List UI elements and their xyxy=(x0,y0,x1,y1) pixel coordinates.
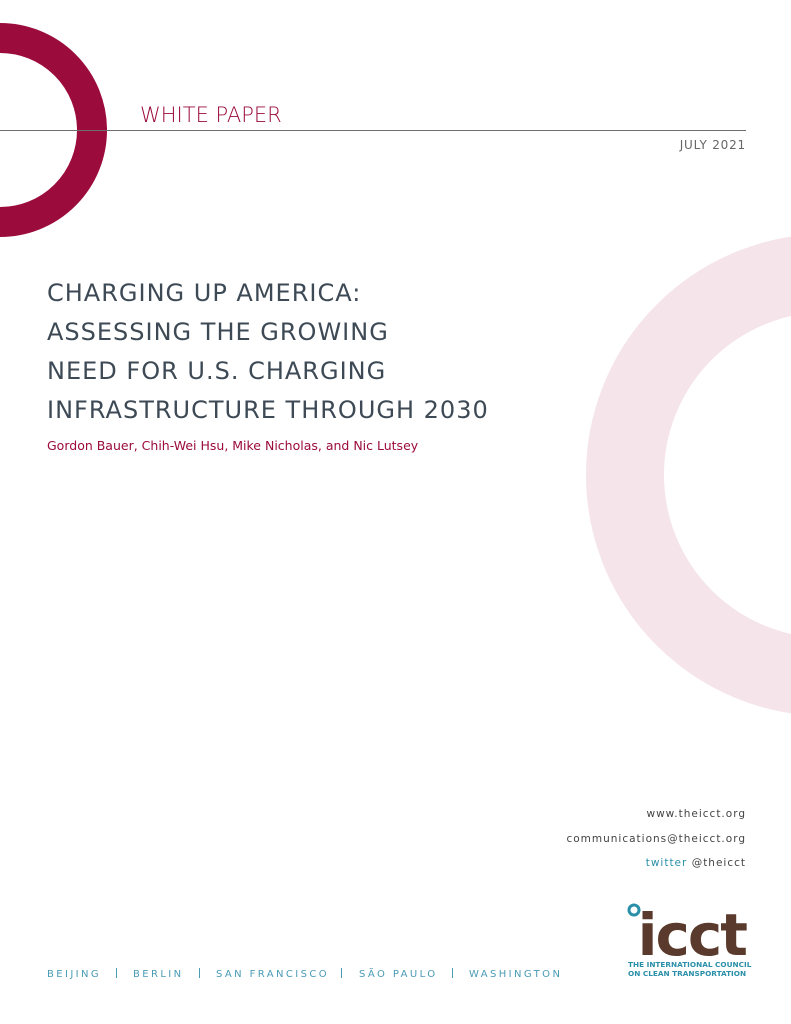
logo-dot xyxy=(627,903,641,917)
title-line: CHARGING UP AMERICA: xyxy=(47,279,361,307)
office: WASHINGTON xyxy=(469,969,562,980)
title-line: INFRASTRUCTURE THROUGH 2030 xyxy=(47,396,489,424)
twitter: twitter @theicct xyxy=(646,857,746,869)
website: www.theicct.org xyxy=(646,808,746,820)
office: BEIJING xyxy=(47,969,101,980)
office: BERLIN xyxy=(133,969,184,980)
date: JULY 2021 xyxy=(679,138,746,152)
twitter-handle: @theicct xyxy=(692,857,746,869)
logo-line: ON CLEAN TRANSPORTATION xyxy=(628,969,746,978)
title-line: NEED FOR U.S. CHARGING xyxy=(47,357,386,385)
contact: www.theicct.org communications@theicct.o… xyxy=(566,808,746,869)
title-line: ASSESSING THE GROWING xyxy=(47,318,389,346)
title: CHARGING UP AMERICA: ASSESSING THE GROWI… xyxy=(47,279,489,424)
logo-mark: icct xyxy=(638,901,748,969)
email: communications@theicct.org xyxy=(566,833,746,845)
office: SÃO PAULO xyxy=(359,967,438,980)
authors: Gordon Bauer, Chih-Wei Hsu, Mike Nichola… xyxy=(47,438,419,453)
twitter-label: twitter xyxy=(646,857,688,869)
pink-ring xyxy=(586,236,791,714)
logo-line: THE INTERNATIONAL COUNCIL xyxy=(628,960,752,969)
doc-type: WHITE PAPER xyxy=(140,103,282,127)
offices: BEIJING BERLIN SAN FRANCISCO SÃO PAULO W… xyxy=(47,967,562,980)
office: SAN FRANCISCO xyxy=(216,969,329,980)
office-separators xyxy=(116,968,453,978)
